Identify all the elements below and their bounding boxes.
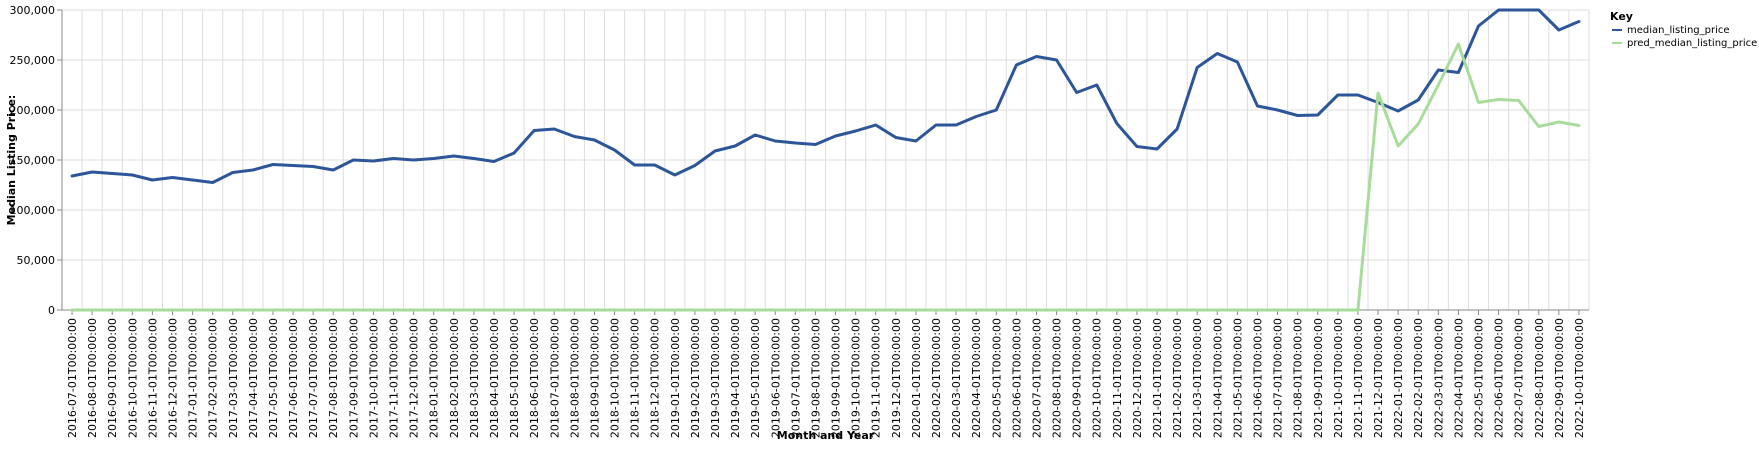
x-tick-label: 2020-04-01T00:00:00 <box>970 318 983 438</box>
x-tick-label: 2022-06-01T00:00:00 <box>1493 318 1506 438</box>
x-tick-label: 2018-08-01T00:00:00 <box>568 318 581 438</box>
legend-label: median_listing_price <box>1627 25 1730 36</box>
x-tick-label: 2022-05-01T00:00:00 <box>1472 318 1485 438</box>
x-tick-label: 2016-08-01T00:00:00 <box>86 318 99 438</box>
x-tick-label: 2021-11-01T00:00:00 <box>1352 318 1365 438</box>
x-tick-label: 2022-08-01T00:00:00 <box>1533 318 1546 438</box>
x-tick-label: 2017-12-01T00:00:00 <box>408 318 421 438</box>
y-tick-label: 300,000 <box>10 4 56 17</box>
legend: Key median_listing_price pred_median_list… <box>1610 10 1757 49</box>
x-tick-label: 2017-06-01T00:00:00 <box>287 318 300 438</box>
x-tick-label: 2018-06-01T00:00:00 <box>528 318 541 438</box>
x-tick-label: 2019-04-01T00:00:00 <box>729 318 742 438</box>
x-tick-label: 2021-04-01T00:00:00 <box>1211 318 1224 438</box>
x-tick-label: 2018-10-01T00:00:00 <box>609 318 622 438</box>
x-tick-label: 2019-03-01T00:00:00 <box>709 318 722 438</box>
x-tick-label: 2018-09-01T00:00:00 <box>588 318 601 438</box>
x-tick-label: 2017-08-01T00:00:00 <box>327 318 340 438</box>
grid-lines <box>61 9 1590 311</box>
y-axis-title: Median Listing Price: <box>5 95 18 226</box>
y-axis: 0 50,000 100,000 150,000 200,000 250,000 300,0… <box>10 4 63 317</box>
x-tick-label: 2021-12-01T00:00:00 <box>1372 318 1385 438</box>
x-tick-label: 2020-08-01T00:00:00 <box>1051 318 1064 438</box>
x-tick-label: 2018-03-01T00:00:00 <box>468 318 481 438</box>
x-tick-label: 2017-09-01T00:00:00 <box>347 318 360 438</box>
series-layer <box>70 8 1581 312</box>
x-tick-label: 2017-11-01T00:00:00 <box>388 318 401 438</box>
x-tick-label: 2020-03-01T00:00:00 <box>950 318 963 438</box>
x-tick-label: 2018-02-01T00:00:00 <box>448 318 461 438</box>
x-tick-label: 2018-12-01T00:00:00 <box>649 318 662 438</box>
x-tick-label: 2016-11-01T00:00:00 <box>146 318 159 438</box>
x-tick-label: 2017-03-01T00:00:00 <box>227 318 240 438</box>
x-tick-label: 2022-03-01T00:00:00 <box>1432 318 1445 438</box>
x-axis-title: Month and Year <box>777 429 875 442</box>
legend-title: Key <box>1610 10 1633 23</box>
x-tick-label: 2018-05-01T00:00:00 <box>508 318 521 438</box>
x-tick-label: 2020-10-01T00:00:00 <box>1091 318 1104 438</box>
x-tick-label: 2016-12-01T00:00:00 <box>167 318 180 438</box>
x-tick-label: 2020-07-01T00:00:00 <box>1030 318 1043 438</box>
x-tick-label: 2017-10-01T00:00:00 <box>367 318 380 438</box>
series-line-median_listing_price <box>70 8 1581 184</box>
x-tick-label: 2019-01-01T00:00:00 <box>669 318 682 438</box>
x-tick-label: 2019-02-01T00:00:00 <box>689 318 702 438</box>
x-axis: 2016-07-01T00:00:00 2016-08-01T00:00:00 20… <box>62 309 1589 438</box>
x-tick-label: 2016-10-01T00:00:00 <box>126 318 139 438</box>
x-tick-label: 2018-04-01T00:00:00 <box>488 318 501 438</box>
x-tick-label: 2017-04-01T00:00:00 <box>247 318 260 438</box>
x-tick-label: 2019-06-01T00:00:00 <box>769 318 782 438</box>
x-tick-label: 2020-12-01T00:00:00 <box>1131 318 1144 438</box>
x-tick-label: 2019-08-01T00:00:00 <box>809 318 822 438</box>
x-tick-label: 2022-01-01T00:00:00 <box>1392 318 1405 438</box>
series-line-pred_median_listing_price <box>70 42 1581 312</box>
x-tick-label: 2019-10-01T00:00:00 <box>850 318 863 438</box>
x-tick-label: 2022-09-01T00:00:00 <box>1553 318 1566 438</box>
x-tick-label: 2018-07-01T00:00:00 <box>548 318 561 438</box>
x-tick-label: 2019-07-01T00:00:00 <box>789 318 802 438</box>
x-tick-label: 2021-09-01T00:00:00 <box>1312 318 1325 438</box>
y-tick-label: 0 <box>48 304 55 317</box>
x-tick-label: 2018-01-01T00:00:00 <box>428 318 441 438</box>
y-tick-label: 200,000 <box>10 104 56 117</box>
x-tick-label: 2020-01-01T00:00:00 <box>910 318 923 438</box>
x-tick-label: 2020-05-01T00:00:00 <box>990 318 1003 438</box>
x-tick-label: 2021-08-01T00:00:00 <box>1292 318 1305 438</box>
x-tick-label: 2016-09-01T00:00:00 <box>106 318 119 438</box>
x-tick-label: 2019-05-01T00:00:00 <box>749 318 762 438</box>
x-tick-label: 2019-09-01T00:00:00 <box>830 318 843 438</box>
x-tick-label: 2021-06-01T00:00:00 <box>1251 318 1264 438</box>
x-tick-label: 2021-02-01T00:00:00 <box>1171 318 1184 438</box>
x-tick-label: 2021-01-01T00:00:00 <box>1151 318 1164 438</box>
x-tick-label: 2017-02-01T00:00:00 <box>207 318 220 438</box>
x-tick-label: 2018-11-01T00:00:00 <box>629 318 642 438</box>
x-tick-label: 2020-09-01T00:00:00 <box>1071 318 1084 438</box>
y-tick-label: 100,000 <box>10 204 56 217</box>
x-tick-label: 2020-11-01T00:00:00 <box>1111 318 1124 438</box>
legend-items: median_listing_price pred_median_listing_… <box>1612 25 1757 49</box>
x-tick-label: 2022-07-01T00:00:00 <box>1513 318 1526 438</box>
x-tick-label: 2019-11-01T00:00:00 <box>870 318 883 438</box>
y-tick-label: 50,000 <box>17 254 56 267</box>
x-tick-label: 2019-12-01T00:00:00 <box>890 318 903 438</box>
x-tick-label: 2022-04-01T00:00:00 <box>1452 318 1465 438</box>
x-tick-label: 2021-10-01T00:00:00 <box>1332 318 1345 438</box>
x-tick-label: 2022-02-01T00:00:00 <box>1412 318 1425 438</box>
x-tick-label: 2020-06-01T00:00:00 <box>1010 318 1023 438</box>
x-tick-label: 2017-07-01T00:00:00 <box>307 318 320 438</box>
x-tick-label: 2021-07-01T00:00:00 <box>1272 318 1285 438</box>
x-tick-label: 2016-07-01T00:00:00 <box>66 318 79 438</box>
legend-label: pred_median_listing_price <box>1627 38 1757 49</box>
x-tick-label: 2021-05-01T00:00:00 <box>1231 318 1244 438</box>
x-tick-label: 2017-05-01T00:00:00 <box>267 318 280 438</box>
x-tick-label: 2021-03-01T00:00:00 <box>1191 318 1204 438</box>
x-tick-label: 2022-10-01T00:00:00 <box>1573 318 1586 438</box>
y-tick-label: 250,000 <box>10 54 56 67</box>
x-tick-label: 2020-02-01T00:00:00 <box>930 318 943 438</box>
x-tick-label: 2017-01-01T00:00:00 <box>187 318 200 438</box>
y-tick-label: 150,000 <box>10 154 56 167</box>
